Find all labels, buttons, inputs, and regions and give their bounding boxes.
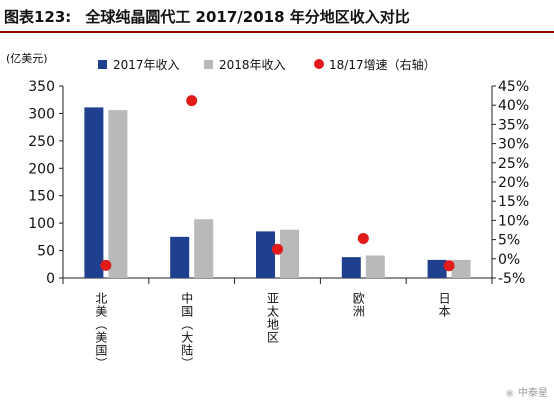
y-right-tick-label: 35% (498, 117, 529, 133)
wechat-icon: ◉ (505, 388, 514, 399)
y-left-tick-label: 0 (46, 271, 55, 287)
y-right-tick-label: 5% (498, 233, 520, 249)
growth-point (186, 95, 198, 107)
figure-title: 图表123: 全球纯晶圆代工 2017/2018 年分地区收入对比 (4, 4, 550, 30)
growth-point (357, 232, 369, 244)
y-left-tick-label: 250 (28, 134, 55, 150)
y-right-tick-label: 40% (498, 98, 529, 114)
y-unit-label: (亿美元) (6, 52, 48, 65)
bar (108, 110, 128, 278)
bar (170, 236, 190, 278)
figure-number: 图表123: (4, 8, 72, 26)
growth-point (443, 260, 455, 272)
y-right-tick-label: -5% (498, 271, 525, 287)
y-right-tick-label: 10% (498, 213, 529, 229)
growth-point (100, 259, 112, 271)
legend-swatch (98, 60, 107, 69)
y-left-tick-label: 150 (28, 189, 55, 205)
y-right-tick-label: 20% (498, 175, 529, 191)
y-right-tick-label: 30% (498, 137, 529, 153)
bar-chart: (亿美元) 2017年收入 2018年收入 18/17增速（右轴） 0 50 100 150 2… (6, 52, 529, 370)
y-left-tick-label: 300 (28, 106, 55, 122)
bar (280, 229, 299, 278)
y-left-tick-label: 350 (28, 79, 55, 95)
y-right-tick-label: 45% (498, 79, 529, 95)
bar (427, 259, 447, 278)
y-right-tick-label: 25% (498, 156, 529, 172)
y-left-tick-label: 50 (37, 244, 55, 260)
legend-swatch (204, 60, 213, 69)
bar (84, 107, 104, 278)
y-left-tick-label: 100 (28, 216, 55, 232)
bar (256, 231, 275, 278)
figure-title-text: 全球纯晶圆代工 2017/2018 年分地区收入对比 (85, 8, 410, 26)
y-right-tick-label: 15% (498, 194, 529, 210)
bar (194, 219, 214, 278)
x-tick-label: 日本 (437, 292, 451, 318)
x-tick-label: 中国（大陆） (180, 291, 194, 370)
legend-label: 18/17增速（右轴） (329, 57, 436, 72)
x-tick-label: 亚太地区 (266, 292, 280, 344)
title-divider (0, 31, 554, 33)
legend-label: 2017年收入 (113, 58, 180, 72)
x-tick-label: 欧洲 (351, 292, 365, 318)
watermark-text: 中泰星 (518, 388, 548, 399)
bar (341, 257, 361, 278)
y-left-tick-label: 200 (28, 161, 55, 177)
x-tick-label: 北美（美国） (94, 292, 108, 370)
bar (451, 259, 471, 278)
bar (365, 255, 385, 278)
legend-marker (314, 59, 324, 69)
watermark: ◉ 中泰星 (505, 384, 548, 399)
y-right-tick-label: 0% (498, 252, 520, 268)
growth-point (272, 243, 283, 255)
legend-label: 2018年收入 (219, 58, 286, 72)
